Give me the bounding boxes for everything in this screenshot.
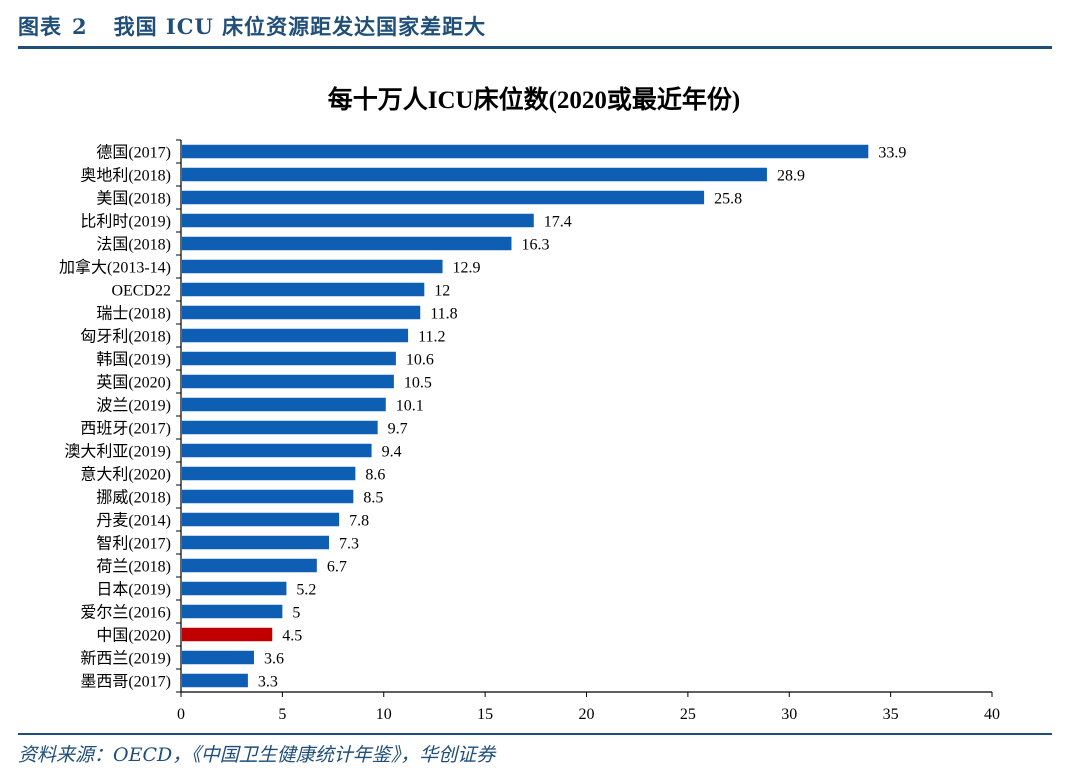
- figure-label: 图表: [18, 14, 62, 39]
- chart-title: 每十万人ICU床位数(2020或最近年份): [328, 85, 741, 114]
- value-label: 16.3: [521, 237, 549, 254]
- value-label: 25.8: [714, 191, 742, 208]
- value-label: 10.5: [404, 375, 432, 392]
- value-label: 11.8: [430, 306, 457, 323]
- x-tick-label: 40: [984, 706, 1000, 723]
- footer-rule: [18, 733, 1052, 735]
- figure-title: 我国 ICU 床位资源距发达国家差距大: [113, 14, 487, 39]
- bar: [182, 397, 386, 412]
- x-tick-label: 15: [477, 706, 493, 723]
- category-label: 日本(2019): [96, 581, 171, 599]
- bar: [182, 305, 421, 320]
- bar: [182, 535, 330, 550]
- x-tick-label: 30: [781, 706, 797, 723]
- value-label: 10.1: [396, 398, 424, 415]
- bar: [182, 144, 869, 159]
- category-label: 法国(2018): [96, 236, 171, 254]
- bar: [182, 328, 409, 343]
- category-label: 爱尔兰(2016): [80, 604, 171, 622]
- bar: [182, 512, 340, 527]
- value-label: 3.3: [258, 674, 278, 691]
- bar: [182, 443, 372, 458]
- bar: [182, 213, 534, 228]
- bar: [182, 374, 394, 389]
- category-label: 瑞士(2018): [96, 305, 171, 323]
- category-label: 英国(2020): [96, 374, 171, 392]
- bar: [182, 259, 443, 274]
- category-label: 美国(2018): [96, 190, 171, 208]
- value-label: 4.5: [282, 628, 302, 645]
- bar: [182, 420, 378, 435]
- x-tick-label: 20: [579, 706, 595, 723]
- x-tick-label: 25: [680, 706, 696, 723]
- category-label: 匈牙利(2018): [80, 328, 171, 346]
- value-label: 10.6: [406, 352, 434, 369]
- x-tick-label: 0: [177, 706, 185, 723]
- value-label: 33.9: [878, 145, 906, 162]
- x-tick-label: 10: [376, 706, 392, 723]
- bar: [182, 604, 283, 619]
- value-label: 7.8: [349, 513, 369, 530]
- bar: [182, 282, 425, 297]
- bar: [182, 236, 512, 251]
- category-label: 挪威(2018): [96, 489, 171, 507]
- value-label: 5: [292, 605, 300, 622]
- category-label: 韩国(2019): [96, 351, 171, 369]
- figure-header: 图表 2 我国 ICU 床位资源距发达国家差距大: [18, 8, 1052, 44]
- value-label: 8.5: [363, 490, 383, 507]
- value-label: 5.2: [296, 582, 316, 599]
- figure-number: 2: [72, 13, 88, 39]
- bar: [182, 190, 705, 205]
- category-label: 奥地利(2018): [80, 167, 171, 185]
- category-label: OECD22: [111, 283, 171, 300]
- category-label: 加拿大(2013-14): [59, 258, 171, 277]
- bar: [182, 650, 254, 665]
- category-label: 波兰(2019): [96, 397, 171, 415]
- category-label: 西班牙(2017): [80, 420, 171, 438]
- value-label: 8.6: [365, 467, 385, 484]
- value-label: 9.4: [382, 444, 402, 461]
- value-label: 12: [434, 283, 450, 300]
- source-note: 资料来源：OECD，《中国卫生健康统计年鉴》，华创证券: [18, 744, 496, 766]
- bar: [182, 558, 317, 573]
- bar: [182, 627, 273, 642]
- category-label: 智利(2017): [96, 535, 171, 553]
- bar: [182, 581, 287, 596]
- category-label: 中国(2020): [96, 627, 171, 645]
- bar: [182, 351, 396, 366]
- category-label: 德国(2017): [96, 144, 171, 162]
- value-label: 6.7: [327, 559, 347, 576]
- value-label: 9.7: [388, 421, 408, 438]
- bar: [182, 673, 248, 688]
- category-label: 澳大利亚(2019): [64, 443, 171, 461]
- bar: [182, 489, 354, 504]
- value-label: 17.4: [544, 214, 572, 231]
- category-label: 意大利(2020): [80, 465, 171, 484]
- x-tick-label: 35: [883, 706, 899, 723]
- value-label: 12.9: [453, 260, 481, 277]
- value-label: 7.3: [339, 536, 359, 553]
- value-label: 11.2: [418, 329, 445, 346]
- bar: [182, 466, 356, 481]
- header-rule: [18, 46, 1052, 49]
- bar: [182, 167, 767, 182]
- category-label: 比利时(2019): [80, 213, 171, 231]
- category-label: 新西兰(2019): [80, 650, 171, 668]
- category-label: 墨西哥(2017): [80, 674, 171, 691]
- x-tick-label: 5: [278, 706, 286, 723]
- value-label: 28.9: [777, 168, 805, 185]
- value-label: 3.6: [264, 651, 284, 668]
- category-label: 丹麦(2014): [96, 512, 171, 530]
- category-label: 荷兰(2018): [96, 558, 171, 576]
